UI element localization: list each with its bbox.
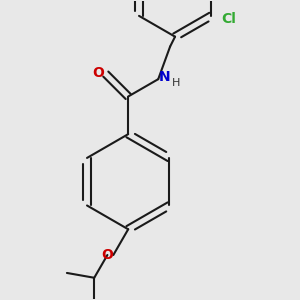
- Text: O: O: [92, 66, 104, 80]
- Text: O: O: [101, 248, 113, 262]
- Text: Cl: Cl: [221, 12, 236, 26]
- Text: H: H: [172, 78, 180, 88]
- Text: N: N: [158, 70, 170, 84]
